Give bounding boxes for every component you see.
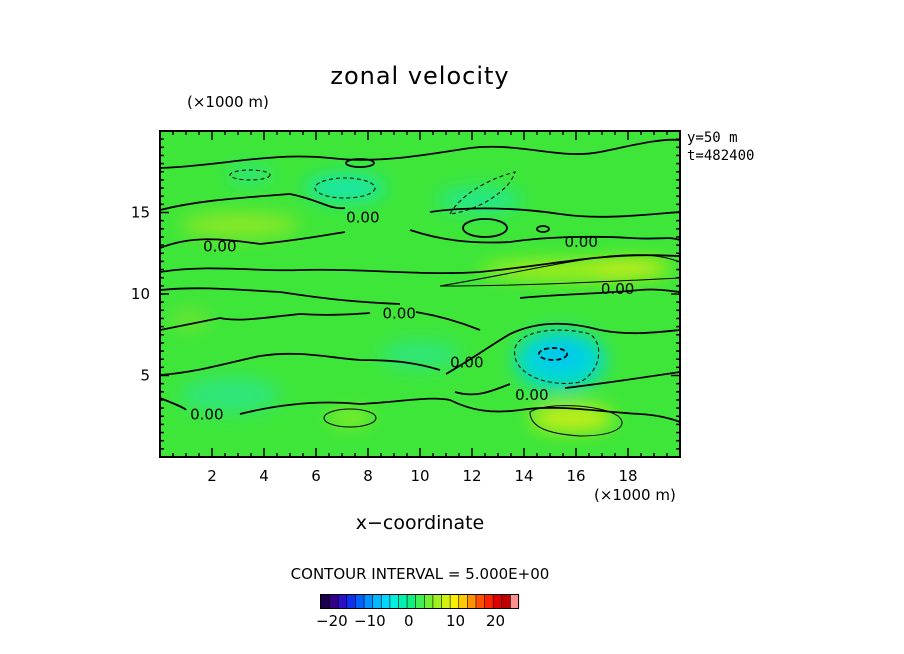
colorbar-tick-label: 10 bbox=[446, 612, 466, 630]
colorbar-cell bbox=[450, 595, 460, 608]
contour-label: 0.00 bbox=[515, 386, 548, 404]
chart-title: zonal velocity bbox=[330, 62, 510, 90]
colorbar-cell bbox=[389, 595, 399, 608]
contour-label: 0.00 bbox=[190, 406, 223, 424]
colorbar-cell bbox=[346, 595, 356, 608]
colorbar-cell bbox=[398, 595, 408, 608]
heatmap-field bbox=[160, 131, 680, 457]
colorbar-cell bbox=[493, 595, 503, 608]
contour-label: 0.00 bbox=[564, 233, 597, 251]
colorbar-cell bbox=[338, 595, 348, 608]
colorbar-tick-label: 0 bbox=[404, 612, 414, 630]
info-time: t=482400 bbox=[687, 148, 755, 164]
colorbar-cell bbox=[501, 595, 511, 608]
colorbar-cell bbox=[475, 595, 485, 608]
contour-label: 0.00 bbox=[450, 353, 483, 371]
x-tick-label: 4 bbox=[259, 467, 269, 485]
y-tick-label: 15 bbox=[131, 204, 150, 222]
x-tick-label: 14 bbox=[514, 467, 533, 485]
contour-interval-label: CONTOUR INTERVAL = 5.000E+00 bbox=[290, 565, 550, 583]
x-tick-label: 10 bbox=[410, 467, 429, 485]
x-tick-label: 18 bbox=[618, 467, 637, 485]
x-tick-label: 8 bbox=[363, 467, 373, 485]
colorbar-tick-label: 20 bbox=[486, 612, 506, 630]
x-tick-label: 6 bbox=[311, 467, 321, 485]
colorbar-cell bbox=[415, 595, 425, 608]
colorbar-cell bbox=[441, 595, 451, 608]
contour-label: 0.00 bbox=[601, 280, 634, 298]
colorbar-cell bbox=[432, 595, 442, 608]
colorbar-tick-label: −20 bbox=[316, 612, 348, 630]
contour-label: 0.00 bbox=[382, 305, 415, 323]
contour-label: 0.00 bbox=[203, 238, 236, 256]
colorbar-cell bbox=[407, 595, 416, 608]
colorbar-cell bbox=[321, 595, 330, 608]
x-tick-label: 2 bbox=[207, 467, 217, 485]
colorbar-cell bbox=[381, 595, 391, 608]
colorbar-cell bbox=[424, 595, 434, 608]
colorbar-cell bbox=[372, 595, 382, 608]
colorbar-tick-label: −10 bbox=[354, 612, 386, 630]
colorbar-cell bbox=[510, 595, 520, 608]
colorbar-cell bbox=[364, 595, 373, 608]
y-tick-label: 5 bbox=[140, 367, 150, 385]
y-tick-label: 10 bbox=[131, 285, 150, 303]
x-tick-label: 12 bbox=[462, 467, 481, 485]
contour-label: 0.00 bbox=[346, 208, 379, 226]
x-axis-multiplier: (×1000 m) bbox=[594, 486, 676, 504]
x-tick-label: 16 bbox=[566, 467, 585, 485]
colorbar-cell bbox=[458, 595, 468, 608]
x-axis-label: x−coordinate bbox=[355, 512, 485, 534]
colorbar-cell bbox=[355, 595, 365, 608]
y-axis-multiplier: (×1000 m) bbox=[187, 93, 269, 111]
colorbar bbox=[320, 594, 520, 609]
info-depth: y=50 m bbox=[687, 130, 738, 146]
colorbar-cell bbox=[484, 595, 494, 608]
colorbar-cell bbox=[467, 595, 477, 608]
colorbar-cell bbox=[329, 595, 339, 608]
